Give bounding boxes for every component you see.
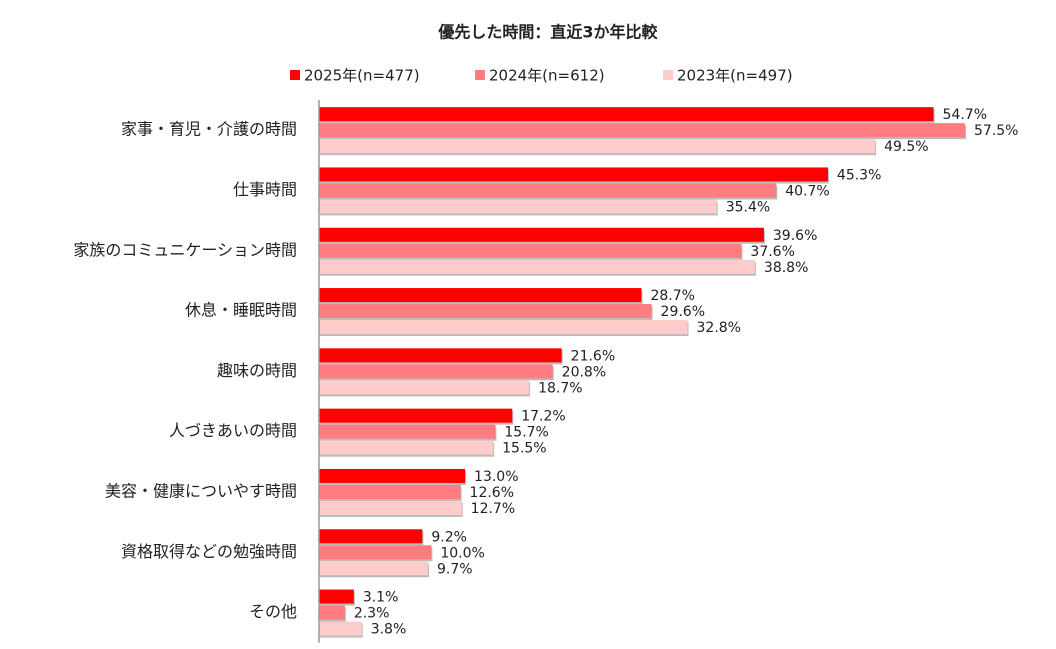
category-label: 美容・健康についやす時間	[105, 481, 297, 500]
category-label: その他	[249, 602, 297, 621]
bar	[319, 621, 362, 636]
bar	[319, 199, 717, 214]
category-label: 家族のコミュニケーション時間	[73, 240, 297, 259]
bar	[319, 605, 345, 620]
legend-label: 2023年(n=497)	[677, 67, 793, 85]
value-label: 13.0%	[474, 469, 518, 485]
bar	[319, 380, 530, 395]
bar	[319, 500, 462, 515]
value-label: 38.8%	[764, 260, 808, 276]
value-label: 2.3%	[354, 606, 390, 622]
value-label: 12.6%	[470, 485, 514, 501]
category-label: 家事・育児・介護の時間	[121, 120, 297, 139]
value-label: 57.5%	[974, 123, 1018, 139]
value-label: 15.5%	[502, 441, 546, 457]
bar	[319, 589, 354, 604]
legend-swatch	[290, 70, 300, 80]
value-label: 9.2%	[431, 529, 467, 545]
value-label: 10.0%	[440, 545, 484, 561]
bar	[319, 304, 652, 319]
bar	[319, 545, 432, 560]
bar	[319, 424, 496, 439]
bar	[319, 139, 876, 154]
legend-label: 2024年(n=612)	[489, 67, 605, 85]
value-label: 3.8%	[371, 622, 407, 638]
bar	[319, 320, 688, 335]
bar	[319, 227, 764, 242]
bar	[319, 288, 642, 303]
bar	[319, 468, 466, 483]
legend-swatch	[663, 70, 673, 80]
value-label: 21.6%	[571, 348, 615, 364]
bar	[319, 107, 934, 122]
value-label: 12.7%	[471, 501, 515, 517]
bar	[319, 243, 742, 258]
category-label: 仕事時間	[233, 180, 297, 199]
bar	[319, 484, 461, 499]
bar	[319, 408, 513, 423]
value-label: 45.3%	[837, 167, 881, 183]
value-label: 49.5%	[884, 139, 928, 155]
bar	[319, 259, 755, 274]
value-label: 15.7%	[504, 425, 548, 441]
value-label: 18.7%	[538, 380, 582, 396]
category-label: 休息・睡眠時間	[185, 301, 297, 320]
value-label: 3.1%	[363, 590, 399, 606]
value-label: 20.8%	[562, 364, 606, 380]
category-label: 資格取得などの勉強時間	[121, 542, 297, 561]
category-label: 趣味の時間	[217, 361, 297, 380]
bar	[319, 167, 828, 182]
value-label: 37.6%	[750, 244, 794, 260]
value-label: 9.7%	[437, 561, 473, 577]
value-label: 17.2%	[521, 409, 565, 425]
bar	[319, 364, 553, 379]
bar	[319, 183, 777, 198]
value-label: 39.6%	[773, 228, 817, 244]
value-label: 54.7%	[943, 107, 987, 123]
category-label: 人づきあいの時間	[169, 421, 297, 440]
bar	[319, 561, 428, 576]
bar	[319, 440, 494, 455]
bar	[319, 529, 423, 544]
value-label: 28.7%	[650, 288, 694, 304]
legend-swatch	[475, 70, 485, 80]
value-label: 32.8%	[697, 320, 741, 336]
legend-label: 2025年(n=477)	[304, 67, 420, 85]
value-label: 40.7%	[785, 183, 829, 199]
value-label: 35.4%	[726, 199, 770, 215]
value-label: 29.6%	[661, 304, 705, 320]
bar	[319, 123, 965, 138]
bar	[319, 348, 562, 363]
chart-title: 優先した時間：直近3か年比較	[437, 23, 658, 42]
